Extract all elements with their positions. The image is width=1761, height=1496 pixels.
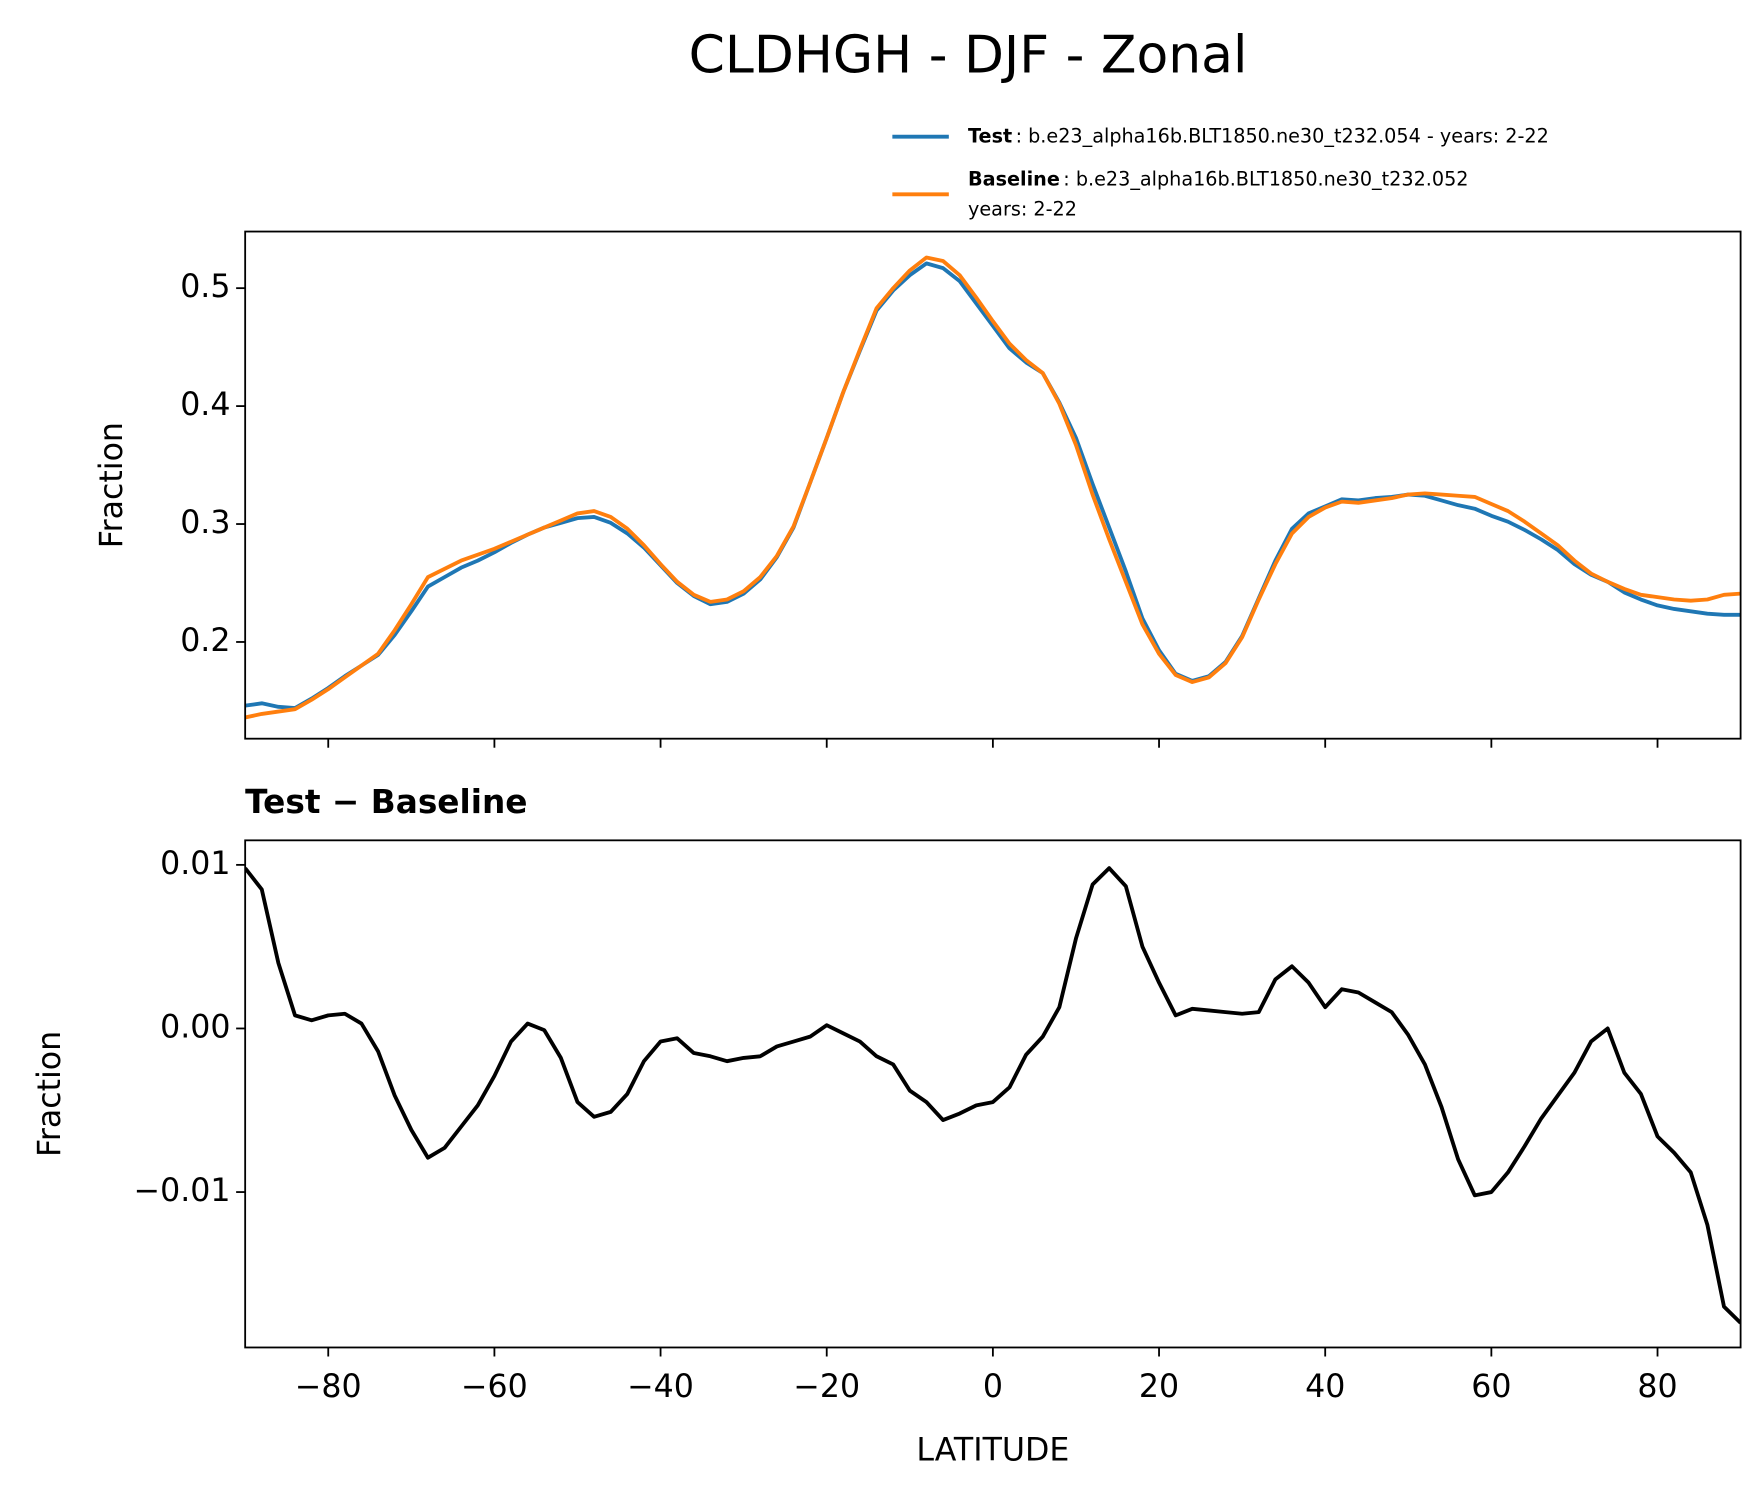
- x-tick-label: −20: [793, 1369, 860, 1405]
- legend-name: Baseline: [968, 167, 1060, 190]
- data-line: [245, 261, 1741, 710]
- y-tick-label: 0.4: [180, 387, 230, 423]
- legend-detail: : b.e23_alpha16b.BLT1850.ne30_t232.052: [1063, 167, 1468, 190]
- legend-detail: years: 2-22: [968, 198, 1077, 221]
- y-tick-label: 0.5: [180, 269, 230, 305]
- y-tick-label: 0.2: [180, 623, 230, 659]
- x-tick-label: 80: [1637, 1369, 1677, 1405]
- legend-name: Test: [968, 124, 1012, 147]
- data-line: [245, 255, 1741, 720]
- y-axis-label: Fraction: [94, 422, 130, 548]
- axes-frame: [244, 839, 1742, 1349]
- figure-title: CLDHGH - DJF - Zonal: [689, 26, 1248, 86]
- x-tick-label: −80: [295, 1369, 362, 1405]
- x-tick-label: 40: [1305, 1369, 1345, 1405]
- y-tick-label: 0.00: [160, 1009, 230, 1045]
- x-tick-label: −40: [627, 1369, 694, 1405]
- y-tick-label: 0.3: [180, 505, 230, 541]
- x-tick-label: −60: [461, 1369, 528, 1405]
- legend-entry: Baseline: b.e23_alpha16b.BLT1850.ne30_t2…: [968, 167, 1468, 190]
- axes-frame: [244, 230, 1742, 740]
- x-tick-label: 60: [1471, 1369, 1511, 1405]
- legend-entry: Test: b.e23_alpha16b.BLT1850.ne30_t232.0…: [968, 124, 1549, 147]
- legend-detail: : b.e23_alpha16b.BLT1850.ne30_t232.054 -…: [1016, 124, 1549, 147]
- y-tick-label: 0.01: [160, 846, 230, 882]
- x-tick-label: 20: [1139, 1369, 1179, 1405]
- y-tick-label: −0.01: [134, 1173, 231, 1209]
- x-axis-label: LATITUDE: [916, 1432, 1069, 1468]
- x-tick-label: 0: [983, 1369, 1003, 1405]
- data-line: [245, 866, 1741, 1325]
- y-axis-label: Fraction: [32, 1031, 68, 1157]
- axes-title: Test − Baseline: [245, 783, 527, 821]
